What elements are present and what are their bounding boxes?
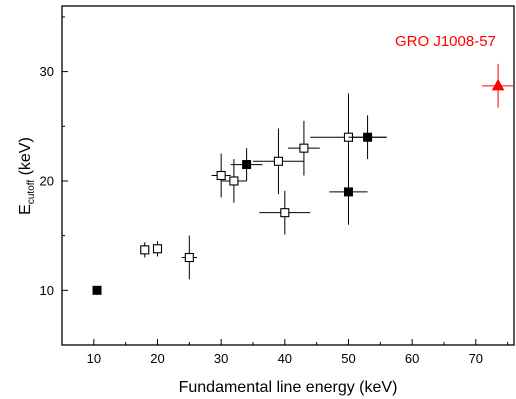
data-marks (92, 63, 514, 295)
data-point (152, 241, 163, 257)
data-point (259, 190, 311, 235)
x-tick-label: 50 (341, 351, 355, 366)
x-tick-label: 20 (150, 351, 164, 366)
filled-square-marker (363, 132, 373, 142)
filled-triangle-marker (491, 78, 505, 91)
data-point (348, 115, 387, 160)
open-square-marker (229, 176, 239, 186)
open-square-marker (152, 244, 163, 254)
annotation-label: GRO J1008-57 (395, 33, 496, 50)
data-point (181, 235, 197, 280)
plot-area: 10 20 30 40 50 60 70 10 20 30 (40, 5, 515, 366)
open-square-marker (184, 252, 194, 263)
data-point (92, 285, 102, 295)
data-point (211, 153, 231, 198)
data-point (221, 159, 247, 203)
data-point (140, 242, 150, 258)
x-tick-label: 40 (278, 351, 292, 366)
data-point (329, 159, 368, 225)
data-point (230, 148, 263, 181)
y-tick-label: 20 (40, 173, 54, 188)
filled-square-marker (92, 285, 102, 295)
y-tick-label: 10 (40, 283, 54, 298)
open-square-marker (280, 208, 290, 218)
plot-frame (61, 5, 515, 346)
y-axis-title-subscript: cutoff (26, 180, 37, 204)
x-tick-label: 10 (87, 351, 101, 366)
filled-square-marker (343, 187, 353, 197)
data-point (482, 63, 514, 108)
x-tick-label: 30 (214, 351, 228, 366)
x-tick-label: 60 (405, 351, 419, 366)
y-axis-title: Ecutoff (keV) (17, 137, 37, 215)
x-tick-label: 70 (469, 351, 483, 366)
data-point (288, 120, 320, 176)
open-square-marker (216, 170, 226, 181)
axis-ticks: 10 20 30 40 50 60 70 10 20 30 (40, 16, 509, 366)
open-square-marker (140, 245, 150, 255)
open-square-marker (299, 143, 309, 153)
filled-square-marker (242, 160, 252, 170)
y-axis-title-main: E (17, 204, 34, 215)
x-axis-title: Fundamental line energy (keV) (179, 379, 398, 396)
y-axis-title-unit: (keV) (17, 137, 34, 180)
y-tick-label: 30 (40, 64, 54, 79)
open-square-marker (273, 156, 284, 166)
data-point (252, 128, 304, 195)
